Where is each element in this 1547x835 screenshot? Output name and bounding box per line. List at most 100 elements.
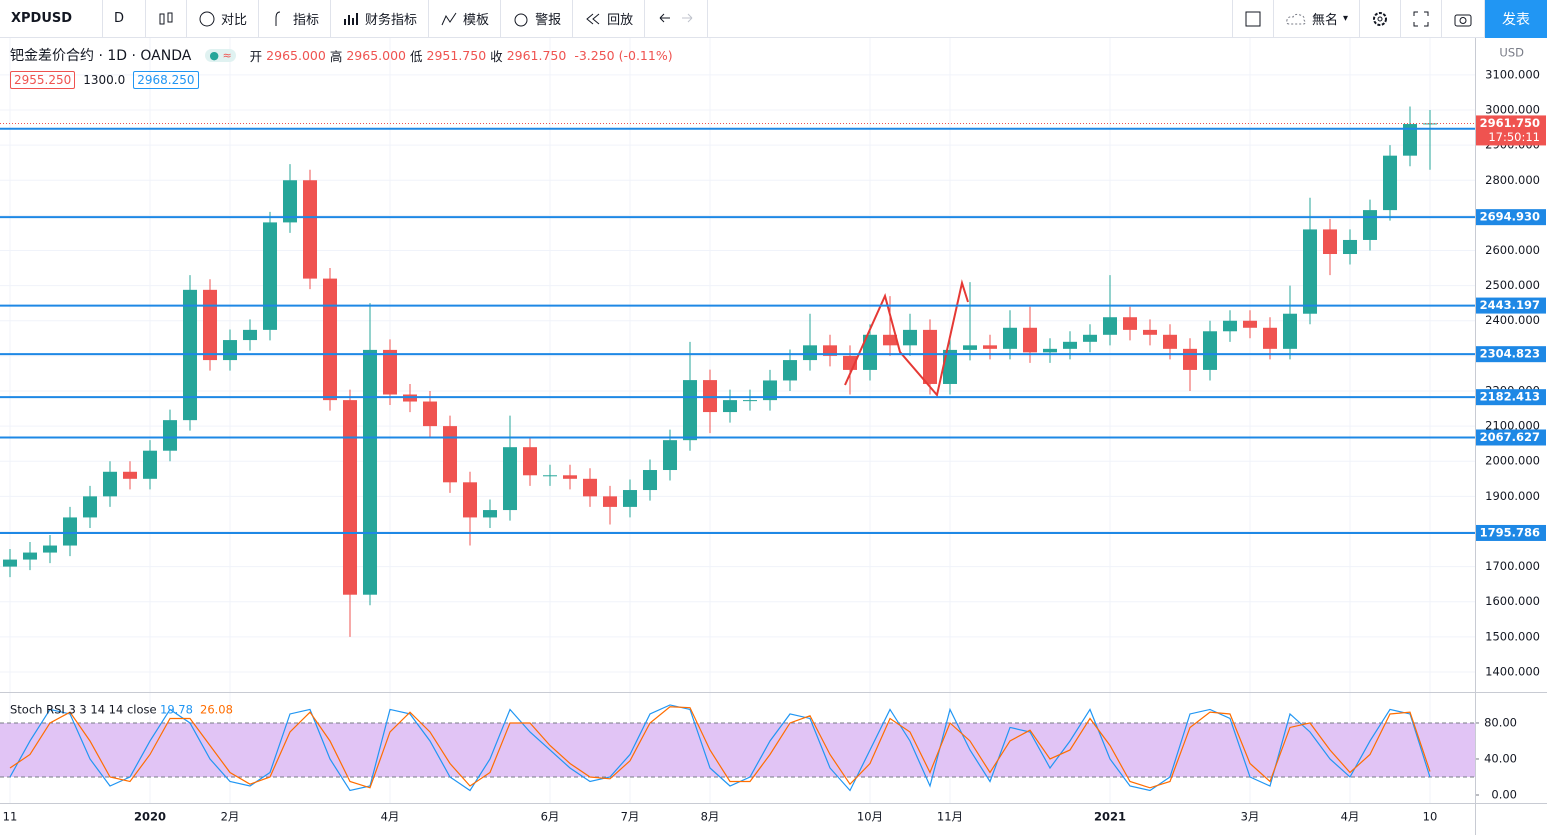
button[interactable]: 指标 bbox=[259, 0, 332, 38]
candle-body bbox=[743, 400, 757, 402]
y-tick-label: 0.00 bbox=[1491, 787, 1517, 801]
snapshot[interactable] bbox=[1442, 0, 1485, 38]
button[interactable]: 对比 bbox=[187, 0, 260, 38]
candle-body bbox=[1383, 155, 1397, 211]
candle-body bbox=[983, 345, 997, 349]
layout-name[interactable]: 無名 ▾ bbox=[1274, 0, 1360, 38]
candle-body bbox=[103, 471, 117, 497]
button-label: 模板 bbox=[463, 13, 490, 28]
settings[interactable] bbox=[1360, 0, 1401, 38]
candle-body bbox=[923, 329, 937, 384]
candle-body bbox=[1423, 123, 1437, 125]
toolbar: XPDUSD D 对比 指标 财务指标 模板 警报 回放 無名 ▾ 发表 bbox=[0, 0, 1547, 38]
candle-body bbox=[543, 475, 557, 477]
x-tick-label: 3月 bbox=[1241, 810, 1260, 824]
button[interactable]: 警报 bbox=[501, 0, 574, 38]
candle-body bbox=[903, 329, 917, 346]
candle-body bbox=[1343, 239, 1357, 255]
candle-body bbox=[303, 180, 317, 279]
overlay-layer: 1400.0001500.0001600.0001700.0001800.000… bbox=[0, 38, 1547, 835]
ohlc-label: 收 bbox=[490, 48, 503, 64]
ohlc-label: 高 bbox=[329, 48, 343, 64]
ohlc-value: 2961.750 bbox=[506, 47, 567, 63]
icon bbox=[441, 12, 457, 25]
candle-body bbox=[423, 401, 437, 427]
icon bbox=[514, 13, 528, 26]
level-label: 2443.197 bbox=[1480, 298, 1540, 312]
stoch-line bbox=[9, 704, 1431, 792]
candle-body bbox=[1063, 341, 1077, 349]
button-label: 回放 bbox=[607, 13, 634, 28]
x-tick-label: 10 bbox=[1423, 810, 1438, 824]
x-tick-label: 2020 bbox=[134, 810, 166, 824]
ask[interactable]: 2968.250 bbox=[133, 71, 199, 89]
x-tick-label: 6月 bbox=[541, 810, 560, 824]
level-label-box bbox=[1476, 524, 1546, 541]
countdown: 17:50:11 bbox=[1488, 130, 1540, 144]
candle-body bbox=[1023, 327, 1037, 353]
candle-body bbox=[603, 496, 617, 507]
y-tick-label: 1600.000 bbox=[1485, 594, 1540, 608]
level-label-box bbox=[1476, 346, 1546, 363]
legend: 钯金差价合约 · 1D · OANDA ● ≈ 开 2965.000 高 2965.… bbox=[10, 46, 673, 89]
candle-body bbox=[1163, 334, 1177, 349]
level-label: 2694.930 bbox=[1480, 210, 1540, 224]
candle-body bbox=[1243, 320, 1257, 328]
candle-body bbox=[443, 426, 457, 483]
layout-button[interactable] bbox=[1231, 0, 1274, 38]
candle-body bbox=[823, 345, 837, 356]
candle-body bbox=[1303, 229, 1317, 314]
candle-type[interactable] bbox=[146, 0, 187, 38]
level-label-box bbox=[1476, 429, 1546, 446]
candle-body bbox=[3, 559, 17, 567]
symbol[interactable]: XPDUSD bbox=[0, 0, 103, 38]
legend-row: 钯金差价合约 · 1D · OANDA ● ≈ 开 2965.000 高 2965.… bbox=[10, 46, 673, 65]
candle-body bbox=[883, 334, 897, 346]
candle-body bbox=[643, 470, 657, 491]
y-tick-label: 2400.000 bbox=[1485, 313, 1540, 327]
ohlc-label: 开 bbox=[249, 48, 263, 64]
currency-box bbox=[1476, 44, 1542, 62]
level-label: 1795.786 bbox=[1480, 525, 1540, 539]
icon bbox=[199, 11, 215, 26]
button[interactable]: 回放 bbox=[573, 0, 646, 38]
interval[interactable]: D bbox=[103, 0, 146, 38]
level-label: 2304.823 bbox=[1480, 347, 1540, 361]
button-label: 指标 bbox=[293, 13, 320, 28]
undo[interactable] bbox=[645, 0, 709, 38]
x-tick-label: 4月 bbox=[381, 810, 400, 824]
bid[interactable]: 2955.250 bbox=[10, 71, 76, 89]
candle-body bbox=[123, 471, 137, 479]
button[interactable]: 模板 bbox=[429, 0, 502, 38]
stoch-band bbox=[0, 722, 1475, 777]
layout-label: 無名 bbox=[1311, 13, 1338, 28]
candle-body bbox=[523, 447, 537, 476]
level-label-box bbox=[1476, 209, 1546, 226]
candle-body bbox=[783, 360, 797, 381]
candle-body bbox=[563, 475, 577, 479]
candle-body bbox=[223, 340, 237, 361]
candle-body bbox=[1403, 124, 1417, 156]
caret: ▾ bbox=[1342, 13, 1348, 24]
candle-body bbox=[463, 482, 477, 518]
x-tick-label: 10月 bbox=[857, 810, 883, 824]
icon bbox=[159, 12, 173, 24]
button-label: 对比 bbox=[221, 13, 248, 28]
fullscreen[interactable] bbox=[1401, 0, 1442, 38]
grid-layer bbox=[0, 38, 1475, 803]
button-label: 警报 bbox=[535, 13, 562, 28]
publish-button[interactable]: 发表 bbox=[1485, 0, 1547, 38]
y-tick-label: 1500.000 bbox=[1485, 629, 1540, 643]
x-tick-label: 2月 bbox=[221, 810, 240, 824]
last-price-label: 2961.750 bbox=[1480, 116, 1540, 130]
icon bbox=[1286, 13, 1306, 24]
candle-body bbox=[683, 380, 697, 441]
candle-body bbox=[583, 478, 597, 497]
candle-body bbox=[1183, 348, 1197, 370]
button[interactable]: 财务指标 bbox=[331, 0, 430, 38]
status-badge: ● ≈ bbox=[205, 48, 236, 62]
y-tick-label: 80.00 bbox=[1484, 715, 1517, 729]
candle-body bbox=[703, 380, 717, 413]
change: -3.250 (-0.11%) bbox=[574, 47, 673, 63]
